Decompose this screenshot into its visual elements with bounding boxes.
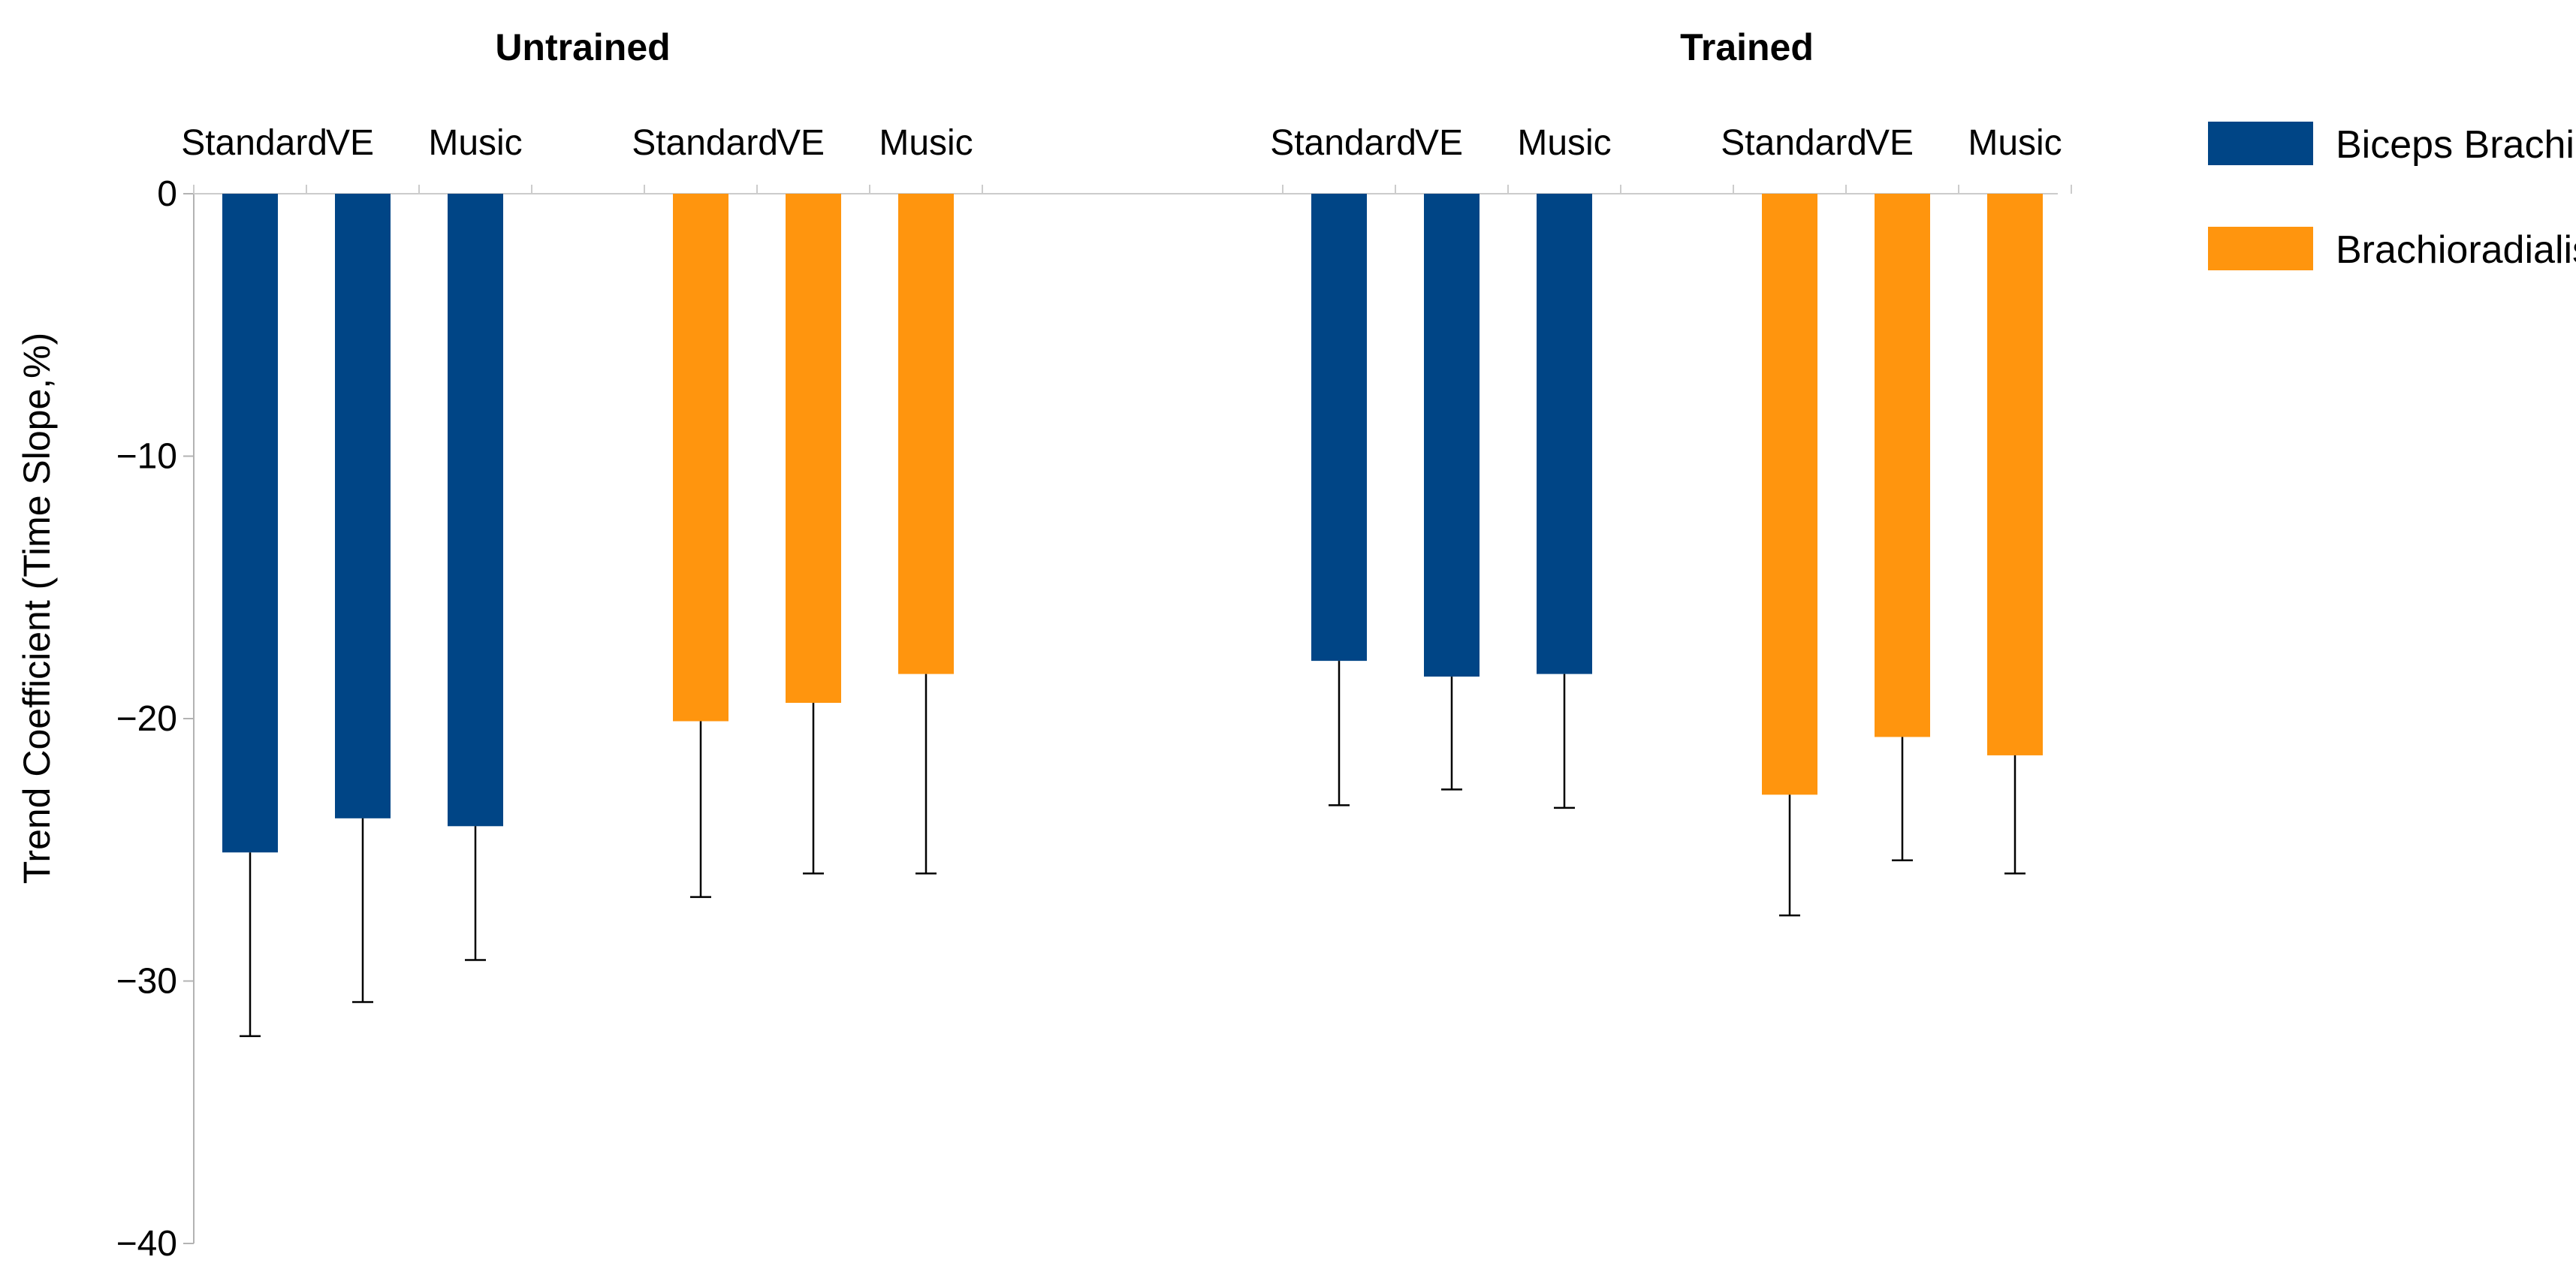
legend-swatch <box>2208 122 2313 165</box>
bar <box>673 194 728 722</box>
y-tick-label: −10 <box>116 437 177 477</box>
category-label: Standard <box>1270 123 1416 163</box>
category-label: Music <box>879 123 973 163</box>
legend-label: Brachioradialis <box>2336 228 2576 272</box>
y-tick-label: 0 <box>157 174 177 214</box>
group-title: Trained <box>1680 26 1814 68</box>
y-tick-label: −30 <box>116 962 177 1002</box>
bar <box>898 194 954 674</box>
category-label: VE <box>326 123 374 163</box>
y-tick-label: −20 <box>116 699 177 739</box>
y-tick-label: −40 <box>116 1224 177 1264</box>
category-label: Music <box>428 123 522 163</box>
bar <box>1537 194 1592 674</box>
bar <box>1987 194 2043 755</box>
category-label: Standard <box>632 123 778 163</box>
bar <box>1875 194 1930 737</box>
category-label: Music <box>1968 123 2062 163</box>
bars <box>222 194 2043 853</box>
category-label: VE <box>1415 123 1463 163</box>
bar <box>1311 194 1367 662</box>
bar <box>448 194 503 827</box>
bar <box>335 194 391 818</box>
y-axis-label: Trend Coefficient (Time Slope,%) <box>16 333 58 885</box>
bar <box>222 194 278 853</box>
category-label: Standard <box>181 123 327 163</box>
category-label: Music <box>1517 123 1611 163</box>
axes: 0 −10 −20 −30 −40 <box>116 174 2072 1264</box>
bar <box>1762 194 1817 795</box>
bar <box>1424 194 1480 677</box>
category-label: VE <box>1866 123 1914 163</box>
error-bars <box>240 661 2026 1038</box>
bar <box>786 194 841 704</box>
group-title: Untrained <box>495 26 670 68</box>
legend: Biceps Brachii Brachioradialis <box>2208 122 2576 272</box>
group-titles: Untrained Trained <box>495 26 1814 68</box>
category-label: VE <box>777 123 825 163</box>
legend-label: Biceps Brachii <box>2336 123 2576 167</box>
category-label: Standard <box>1721 123 1867 163</box>
legend-swatch <box>2208 227 2313 270</box>
